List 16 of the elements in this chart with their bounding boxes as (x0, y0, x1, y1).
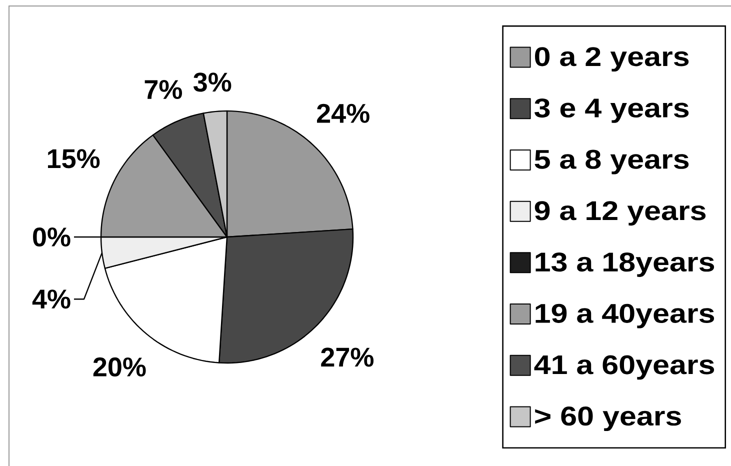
data-label: 7% (144, 80, 182, 100)
legend-label: 3 e 4 years (534, 98, 689, 123)
legend-label: 0 a 2 years (535, 47, 689, 72)
data-label: 4% (32, 290, 70, 309)
legend-label: > 60 years (535, 406, 681, 432)
data-label: 15% (48, 149, 100, 168)
legend-label: 41 a 60years (534, 355, 714, 380)
legend-label: 9 a 12 years (534, 201, 706, 226)
data-label: 24% (317, 104, 370, 123)
data-label: 20% (93, 357, 146, 377)
text: 0% (33, 227, 70, 247)
legend-label: 5 a 8 years (534, 150, 689, 174)
data-label: 3% (193, 72, 232, 92)
legend-label: 19 a 40years (536, 304, 714, 328)
legend-label: 13 a 18years (536, 252, 714, 277)
data-label: 27% (321, 348, 374, 367)
